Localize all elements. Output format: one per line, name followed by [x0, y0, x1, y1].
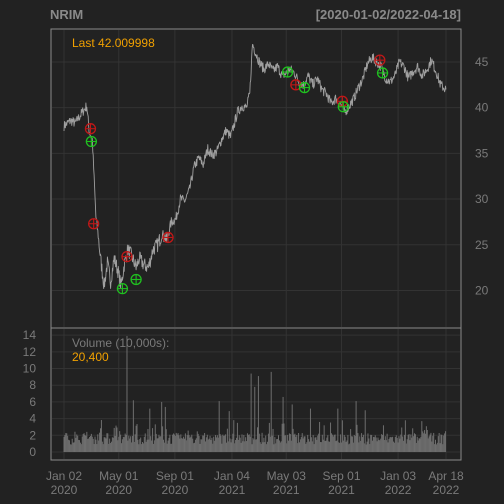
- volume-tick-label: 2: [29, 428, 36, 442]
- volume-tick-label: 8: [29, 378, 36, 392]
- volume-last-value: 20,400: [72, 350, 109, 364]
- x-tick-label: Jan 02: [46, 469, 82, 483]
- price-tick-label: 45: [475, 55, 489, 69]
- x-tick-label: Jan 04: [214, 469, 250, 483]
- buy-marker: [298, 81, 311, 94]
- x-tick-label: Jan 03: [380, 469, 416, 483]
- price-axis: 20 25 30 35 40 45: [475, 55, 489, 297]
- buy-marker: [281, 66, 294, 78]
- x-tick-year-label: 2022: [433, 483, 460, 497]
- price-tick-label: 40: [475, 101, 489, 115]
- trade-markers: [84, 54, 389, 295]
- volume-tick-label: 12: [23, 345, 37, 359]
- volume-bars: [63, 336, 447, 452]
- x-tick-year-label: 2020: [162, 483, 189, 497]
- volume-axis: 0 2 4 6 8 10 12 14: [23, 328, 37, 459]
- x-tick-label: May 03: [267, 469, 307, 483]
- buy-marker: [376, 67, 389, 79]
- volume-label: Volume (10,000s):: [72, 336, 169, 350]
- volume-tick-label: 6: [29, 395, 36, 409]
- sell-marker: [162, 231, 174, 244]
- sell-marker: [374, 54, 386, 66]
- x-tick-year-label: 2020: [105, 483, 132, 497]
- price-tick-label: 25: [475, 238, 489, 252]
- price-tick-label: 35: [475, 146, 489, 160]
- x-tick-year-label: 2021: [219, 483, 246, 497]
- x-tick-label: Sep 01: [156, 469, 194, 483]
- x-tick-label: May 01: [99, 469, 139, 483]
- volume-tick-label: 14: [23, 328, 37, 342]
- x-tick-year-label: 2022: [385, 483, 412, 497]
- x-tick-label: Sep 01: [322, 469, 360, 483]
- buy-marker: [116, 282, 129, 295]
- buy-marker: [85, 135, 98, 148]
- price-grid: [52, 30, 460, 327]
- sell-marker: [290, 79, 302, 91]
- buy-marker: [337, 101, 349, 113]
- x-tick-year-label: 2020: [51, 483, 78, 497]
- chart-symbol: NRIM: [50, 7, 83, 22]
- volume-tick-label: 0: [29, 445, 36, 459]
- x-tick-year-label: 2021: [328, 483, 355, 497]
- chart-date-range: [2020-01-02/2022-04-18]: [316, 7, 461, 22]
- volume-panel-frame: [50, 327, 462, 461]
- price-tick-label: 30: [475, 192, 489, 206]
- volume-tick-label: 4: [29, 412, 36, 426]
- sell-marker: [84, 123, 97, 135]
- last-price-label: Last 42.009998: [72, 36, 155, 50]
- x-tick-year-label: 2021: [273, 483, 300, 497]
- price-tick-label: 20: [475, 283, 489, 297]
- buy-marker: [130, 273, 142, 286]
- sell-marker: [121, 250, 133, 263]
- x-tick-label: Apr 18: [428, 469, 464, 483]
- sell-marker: [88, 218, 100, 230]
- volume-tick-label: 10: [23, 362, 37, 376]
